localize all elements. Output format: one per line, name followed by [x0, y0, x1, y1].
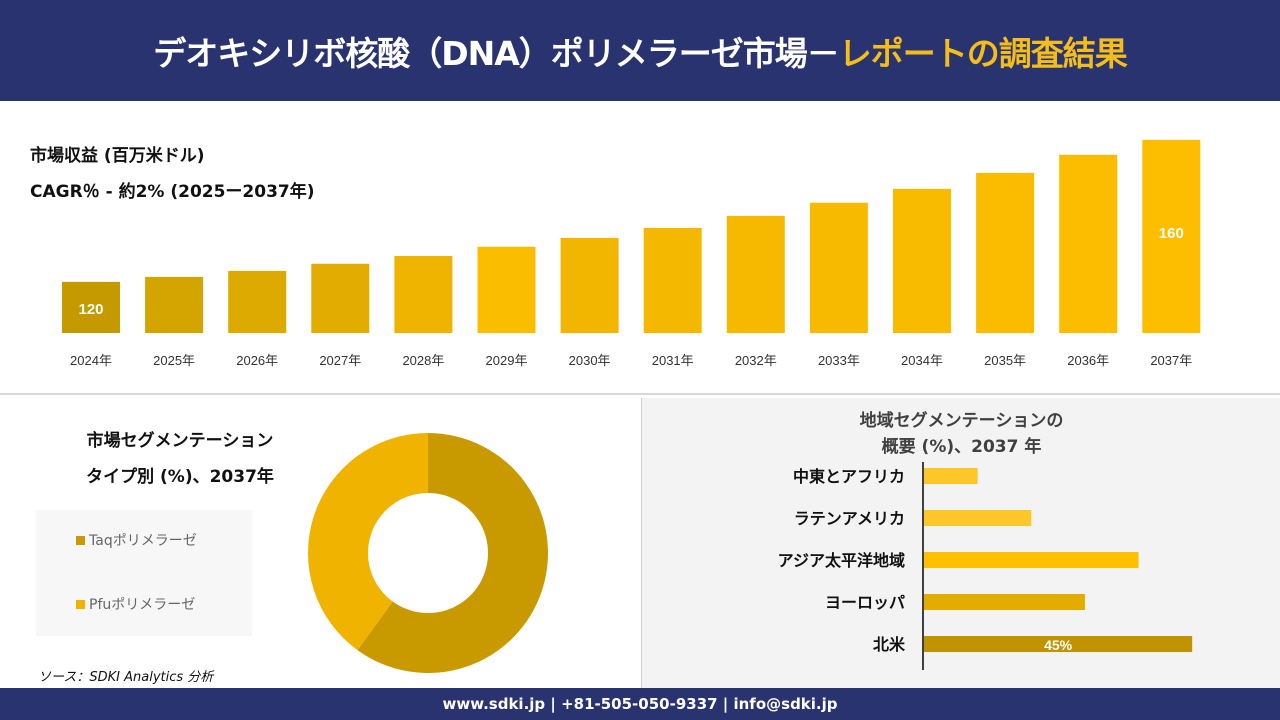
x-tick-label: 2034年: [901, 353, 943, 368]
bar-data-label: 120: [78, 301, 103, 318]
bar-2029年: [477, 246, 536, 333]
x-tick-label: 2026年: [236, 353, 278, 368]
x-tick-label: 2028年: [402, 353, 444, 368]
source-note: ソース：SDKI Analytics 分析: [38, 670, 214, 685]
x-tick-label: 2032年: [735, 353, 777, 368]
legend-item-taq: Taqポリメラーゼ: [76, 530, 197, 550]
bar-2034年: [893, 188, 951, 333]
segment-title-2: タイプ別 (%)、2037年: [86, 467, 274, 487]
type-segment-panel: 市場セグメンテーション タイプ別 (%)、2037年 Taqポリメラーゼ Pfu…: [0, 398, 640, 688]
region-bar-1: [924, 510, 1032, 526]
x-tick-label: 2027年: [319, 353, 361, 368]
region-label: アジア太平洋地域: [778, 551, 905, 570]
bar-data-label: 160: [1159, 225, 1184, 242]
bar-2026年: [228, 270, 287, 333]
region-bar-2: [924, 552, 1139, 568]
bar-2036年: [1059, 154, 1118, 333]
region-label: ラテンアメリカ: [794, 510, 905, 528]
bar-2031年: [643, 227, 702, 333]
legend-label: Pfuポリメラーゼ: [89, 597, 196, 613]
bar-2035年: [976, 172, 1035, 333]
bar-2032年: [726, 215, 785, 333]
region-panel: 地域セグメンテーションの 概要 (%)、2037 年 中東とアフリカ ラテンアメリ…: [641, 398, 1280, 688]
revenue-bar-chart: 2024年 120 2025年 2026年 2027年 2028年 2029年 2030年 20…: [62, 139, 1201, 368]
x-tick-label: 2033年: [818, 353, 860, 368]
footer-contact: www.sdki.jp | +81-505-050-9337 | info@sd…: [0, 688, 1280, 720]
region-title-1: 地域セグメンテーションの: [859, 411, 1064, 431]
cagr-text: CAGR％ - 約2% (2025ー2037年): [30, 182, 315, 202]
x-tick-label: 2030年: [569, 353, 611, 368]
x-tick-label: 2036年: [1067, 353, 1109, 368]
bar-2025年: [145, 276, 204, 333]
bar-2033年: [809, 202, 868, 333]
region-bar-0: [924, 468, 978, 484]
region-label: 中東とアフリカ: [793, 467, 905, 486]
bar-2030年: [560, 237, 619, 333]
bar-2037年: [1142, 139, 1201, 333]
bar-2024年: [62, 281, 120, 333]
donut-legend: Taqポリメラーゼ Pfuポリメラーゼ: [36, 510, 252, 636]
x-tick-label: 2025年: [153, 353, 195, 368]
region-bar-3: [924, 594, 1085, 610]
title-main: デオキシリボ核酸（DNA）ポリメラーゼ市場－: [153, 33, 840, 73]
donut-slice-0: [357, 433, 548, 673]
revenue-panel: 市場収益 (百万米ドル) CAGR％ - 約2% (2025ー2037年) 20…: [0, 101, 1280, 395]
revenue-title: 市場収益 (百万米ドル): [30, 146, 205, 166]
legend-swatch: [76, 599, 85, 609]
report-title: デオキシリボ核酸（DNA）ポリメラーゼ市場－ レポートの調査結果: [0, 0, 1280, 101]
bar-2028年: [394, 255, 453, 333]
x-tick-label: 2035年: [984, 353, 1026, 368]
region-data-label: 45%: [1044, 637, 1073, 653]
segment-title-1: 市場セグメンテーション: [86, 431, 274, 451]
title-highlight: レポートの調査結果: [838, 33, 1128, 73]
type-donut-chart: [307, 433, 548, 673]
donut-slice-1: [307, 433, 428, 651]
region-label: 北米: [873, 635, 906, 654]
x-tick-label: 2024年: [70, 353, 112, 368]
x-tick-label: 2037年: [1150, 353, 1192, 368]
legend-swatch: [76, 535, 85, 545]
legend-label: Taqポリメラーゼ: [89, 533, 197, 549]
region-title-2: 概要 (%)、2037 年: [881, 437, 1042, 457]
region-bar-4: [924, 636, 1193, 652]
x-tick-label: 2031年: [652, 353, 694, 368]
bar-2027年: [311, 263, 370, 333]
legend-item-pfu: Pfuポリメラーゼ: [76, 594, 195, 614]
x-tick-label: 2029年: [486, 353, 528, 368]
region-label: ヨーロッパ: [825, 594, 905, 612]
